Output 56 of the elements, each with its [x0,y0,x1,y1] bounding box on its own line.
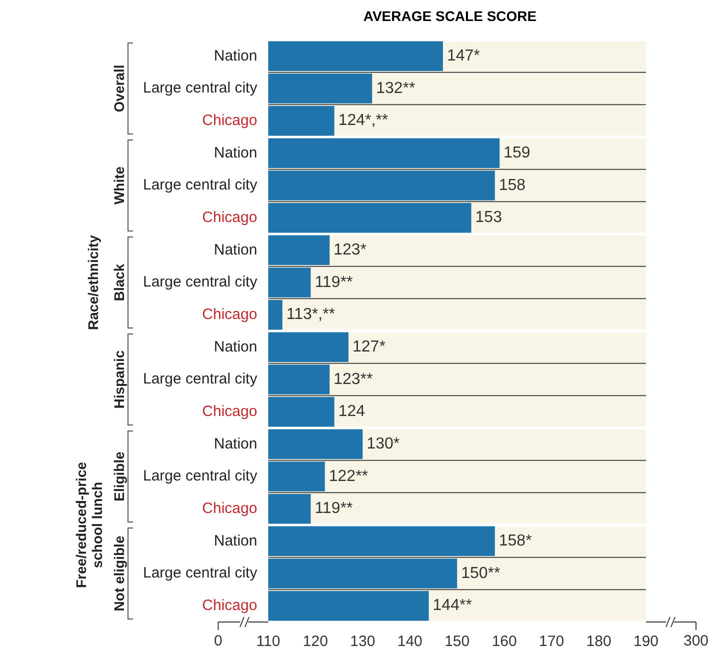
x-tick-label: 180 [586,633,612,650]
data-label: 123** [334,370,373,388]
data-label: 127* [352,338,386,356]
data-label: 122** [328,468,368,485]
y-tick-label: Nation [214,144,258,162]
data-label: 158* [498,532,532,550]
chart-title: AVERAGE SCALE SCORE [362,8,538,26]
data-label: 144** [432,597,472,614]
data-label: 119** [314,500,353,518]
data-label: 124*,** [338,112,388,130]
text: 0 [214,632,222,650]
y-tick-label: Chicago [202,500,258,517]
x-tick-label: 140 [397,633,422,650]
x-tick-label: 170 [539,633,564,650]
data-label: 132** [376,80,416,97]
y-tick-label: Large central city [142,564,258,582]
x-tick-label: 160 [492,633,517,650]
data-label: 150** [461,564,500,582]
text: Overall [110,64,127,112]
text: White [110,166,127,205]
data-label: 158 [498,176,526,194]
y-tick-label: Nation [214,532,258,550]
y-tick-label: Large central city [142,80,258,97]
data-label: 113*,** [286,306,336,324]
y-tick-label: Nation [214,338,258,356]
data-label: 130* [366,436,400,453]
y-tick-label: Chicago [202,402,258,420]
x-tick-label: 150 [444,633,470,650]
x-tick-label: 110 [256,633,280,650]
y-tick-label: Nation [214,435,258,452]
y-tick-label: Chicago [202,596,258,614]
text: Not eligible [110,536,127,612]
x-tick-label: 120 [302,633,328,650]
data-label: 119** [314,274,353,291]
y-tick-label: Large central city [142,370,258,388]
data-label: 124 [338,403,366,420]
text: Free/reduced-price school lunch [72,462,105,588]
text: Eligible [110,451,127,502]
y-tick-label: Large central city [142,176,258,194]
x-tick-label: 130 [350,633,376,650]
data-label: 159 [504,144,530,162]
text: Race/ethnicity [84,234,101,330]
y-tick-label: Chicago [202,208,258,226]
y-tick-label: Chicago [202,306,258,323]
y-tick-label: Nation [214,47,258,64]
y-tick-label: Chicago [202,112,258,129]
text: Black [110,264,127,302]
y-tick-label: Nation [214,241,258,258]
x-tick-label: 190 [633,633,659,650]
text: 300 [683,632,709,650]
text: Hispanic [110,350,127,409]
data-label: 147* [446,48,480,65]
data-label: 123* [334,242,367,259]
y-tick-label: Large central city [142,468,258,485]
data-label: 153 [475,209,502,226]
y-tick-label: Large central city [142,274,258,291]
